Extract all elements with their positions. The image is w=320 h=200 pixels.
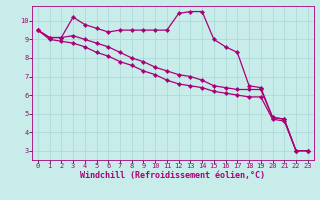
X-axis label: Windchill (Refroidissement éolien,°C): Windchill (Refroidissement éolien,°C) xyxy=(80,171,265,180)
